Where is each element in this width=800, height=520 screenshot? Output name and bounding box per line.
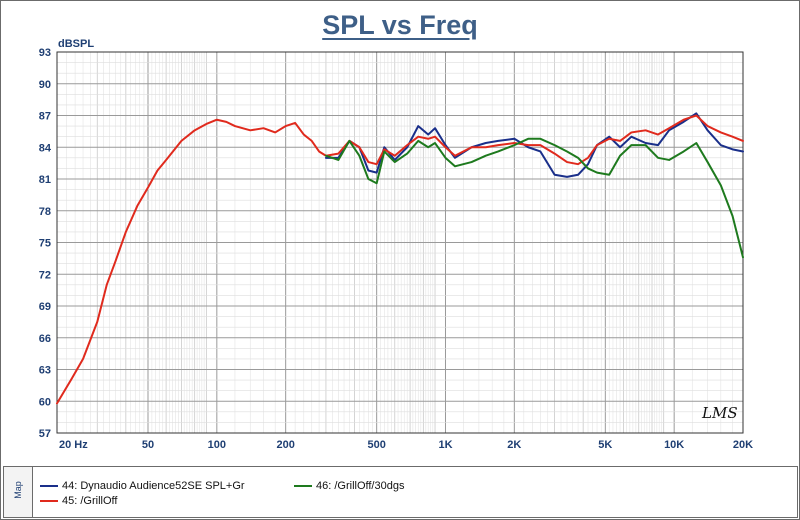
series-layer (56, 112, 744, 405)
grid-layer (56, 51, 744, 434)
series-line-2 (324, 137, 744, 259)
lms-watermark: LMS (702, 404, 738, 422)
y-tick-label: 60 (39, 396, 51, 408)
legend-item-44: 44: Dynaudio Audience52SE SPL+Gr (40, 480, 245, 492)
x-tick-label: 5K (598, 439, 612, 451)
legend-item-45: 45: /GrillOff (40, 495, 117, 507)
y-tick-label: 84 (39, 142, 52, 154)
y-tick-label: 81 (39, 174, 51, 186)
legend-swatch-44 (40, 485, 58, 488)
legend-label-44: 44: Dynaudio Audience52SE SPL+Gr (62, 480, 245, 492)
y-tick-label: 87 (39, 111, 51, 123)
x-tick-label: 20 Hz (59, 439, 88, 451)
y-tick-label: 66 (39, 333, 51, 345)
x-tick-labels: 20 Hz 50 100 200 500 1K 2K 5K 10K 20K (59, 439, 753, 451)
chart-title: SPL vs Freq (322, 10, 478, 40)
legend: Map 44: Dynaudio Audience52SE SPL+Gr 45:… (3, 466, 798, 518)
y-axis-label: dBSPL (58, 38, 94, 50)
series-line-0 (324, 112, 744, 178)
y-tick-label: 75 (39, 238, 51, 250)
y-tick-label: 63 (39, 365, 51, 377)
y-tick-label: 69 (39, 301, 51, 313)
x-tick-label: 2K (507, 439, 521, 451)
x-tick-label: 20K (733, 439, 753, 451)
x-tick-label: 100 (208, 439, 226, 451)
legend-swatch-46 (294, 485, 312, 488)
x-tick-label: 1K (438, 439, 452, 451)
plot-border (56, 51, 744, 434)
y-tick-label: 72 (39, 269, 51, 281)
y-tick-label: 78 (39, 206, 51, 218)
y-tick-label: 90 (39, 79, 51, 91)
map-tab[interactable]: Map (4, 467, 33, 517)
y-tick-label: 93 (39, 47, 51, 59)
x-tick-label: 200 (276, 439, 294, 451)
legend-label-46: 46: /GrillOff/30dgs (316, 480, 405, 492)
legend-swatch-45 (40, 500, 58, 503)
legend-item-46: 46: /GrillOff/30dgs (294, 480, 404, 492)
x-tick-label: 50 (142, 439, 154, 451)
x-tick-label: 500 (367, 439, 385, 451)
series-line-1 (56, 114, 744, 405)
legend-label-45: 45: /GrillOff (62, 495, 118, 507)
x-tick-label: 10K (664, 439, 684, 451)
map-tab-label: Map (13, 481, 23, 499)
y-tick-label: 57 (39, 428, 51, 440)
y-tick-labels: 57 60 63 66 69 72 75 78 81 84 87 90 93 (39, 47, 52, 440)
